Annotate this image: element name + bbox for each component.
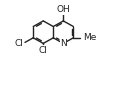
Text: N: N <box>60 39 67 48</box>
Text: OH: OH <box>57 5 70 14</box>
Text: Me: Me <box>83 33 97 42</box>
Text: Cl: Cl <box>14 39 23 48</box>
Text: Cl: Cl <box>39 46 48 55</box>
